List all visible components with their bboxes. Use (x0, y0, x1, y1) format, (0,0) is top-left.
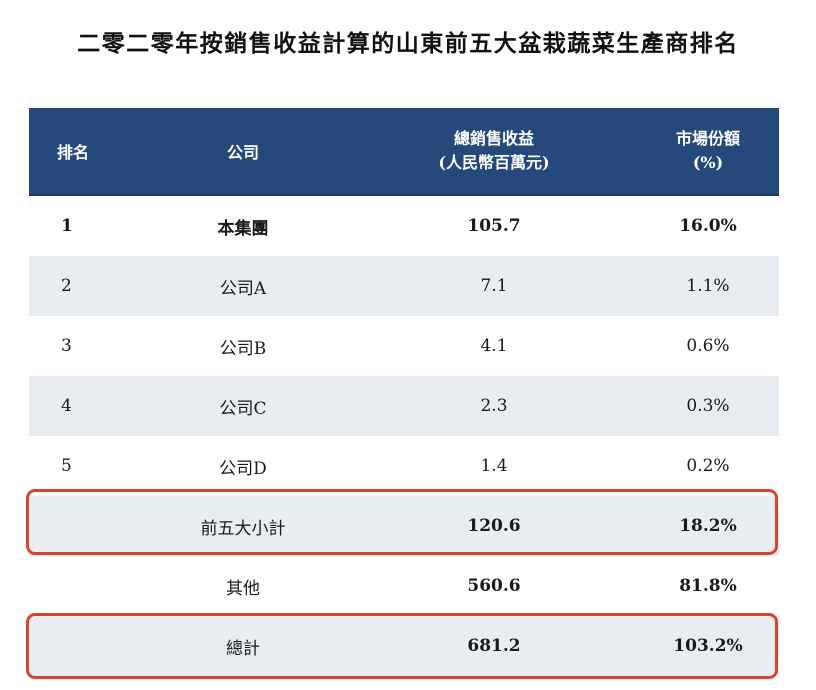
company-cell: 公司A (219, 278, 267, 299)
ranking-table: 排名 公司 總銷售收益 (人民幣百萬元) 市場份額 (%) 1 本集團 105.… (29, 108, 779, 676)
subtotal-row: 前五大小計 120.6 18.2% (29, 496, 779, 556)
header-company: 公司 (226, 143, 259, 162)
others-sales: 560.6 (467, 576, 521, 596)
rank-cell: 4 (61, 396, 72, 416)
sales-cell: 1.4 (480, 456, 508, 476)
rank-cell: 1 (61, 216, 73, 236)
rank-cell: 3 (61, 336, 72, 356)
total-share: 103.2% (673, 636, 743, 656)
sales-cell: 2.3 (480, 396, 508, 416)
company-cell: 公司C (219, 398, 267, 419)
sales-cell: 7.1 (480, 276, 508, 296)
header-share-title: 市場份額 (675, 129, 740, 148)
header-share: 市場份額 (%) (637, 127, 779, 175)
header-sales-unit: (人民幣百萬元) (438, 153, 550, 172)
total-row: 總計 681.2 103.2% (29, 616, 779, 676)
header-rank: 排名 (57, 143, 90, 162)
header-sales-title: 總銷售收益 (453, 129, 534, 148)
header-share-unit: (%) (692, 153, 724, 172)
page-title: 二零二零年按銷售收益計算的山東前五大盆栽蔬菜生產商排名 (77, 30, 739, 57)
sales-cell: 4.1 (480, 336, 508, 356)
company-cell: 本集團 (217, 218, 269, 239)
table-row: 5 公司D 1.4 0.2% (29, 436, 779, 496)
rank-cell: 2 (61, 276, 72, 296)
subtotal-label: 前五大小計 (200, 518, 286, 539)
company-cell: 公司B (219, 338, 267, 359)
share-cell: 0.3% (686, 396, 730, 416)
total-sales: 681.2 (467, 636, 521, 656)
table-header: 排名 公司 總銷售收益 (人民幣百萬元) 市場份額 (%) (29, 108, 779, 196)
table-row: 4 公司C 2.3 0.3% (29, 376, 779, 436)
others-share: 81.8% (679, 576, 737, 596)
company-cell: 公司D (219, 458, 267, 479)
subtotal-share: 18.2% (679, 516, 737, 536)
rank-cell: 5 (61, 456, 72, 476)
table-row: 2 公司A 7.1 1.1% (29, 256, 779, 316)
share-cell: 0.6% (686, 336, 730, 356)
share-cell: 1.1% (686, 276, 730, 296)
others-label: 其他 (226, 578, 260, 599)
others-row: 其他 560.6 81.8% (29, 556, 779, 616)
sales-cell: 105.7 (467, 216, 521, 236)
table-row: 3 公司B 4.1 0.6% (29, 316, 779, 376)
subtotal-sales: 120.6 (467, 516, 521, 536)
total-label: 總計 (226, 638, 260, 659)
header-sales: 總銷售收益 (人民幣百萬元) (351, 127, 637, 175)
share-cell: 0.2% (686, 456, 730, 476)
table-row: 1 本集團 105.7 16.0% (29, 196, 779, 256)
share-cell: 16.0% (679, 216, 737, 236)
